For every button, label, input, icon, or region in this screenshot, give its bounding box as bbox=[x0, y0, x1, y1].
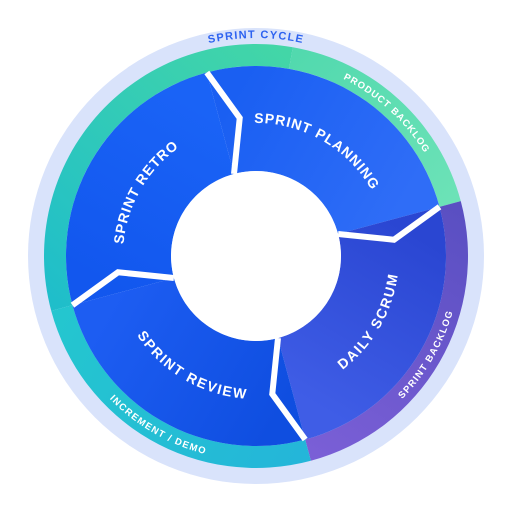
inner-circle bbox=[171, 171, 341, 341]
sprint-cycle-diagram: SPRINT CYCLEPRODUCT BACKLOGSPRINT BACKLO… bbox=[0, 0, 512, 512]
